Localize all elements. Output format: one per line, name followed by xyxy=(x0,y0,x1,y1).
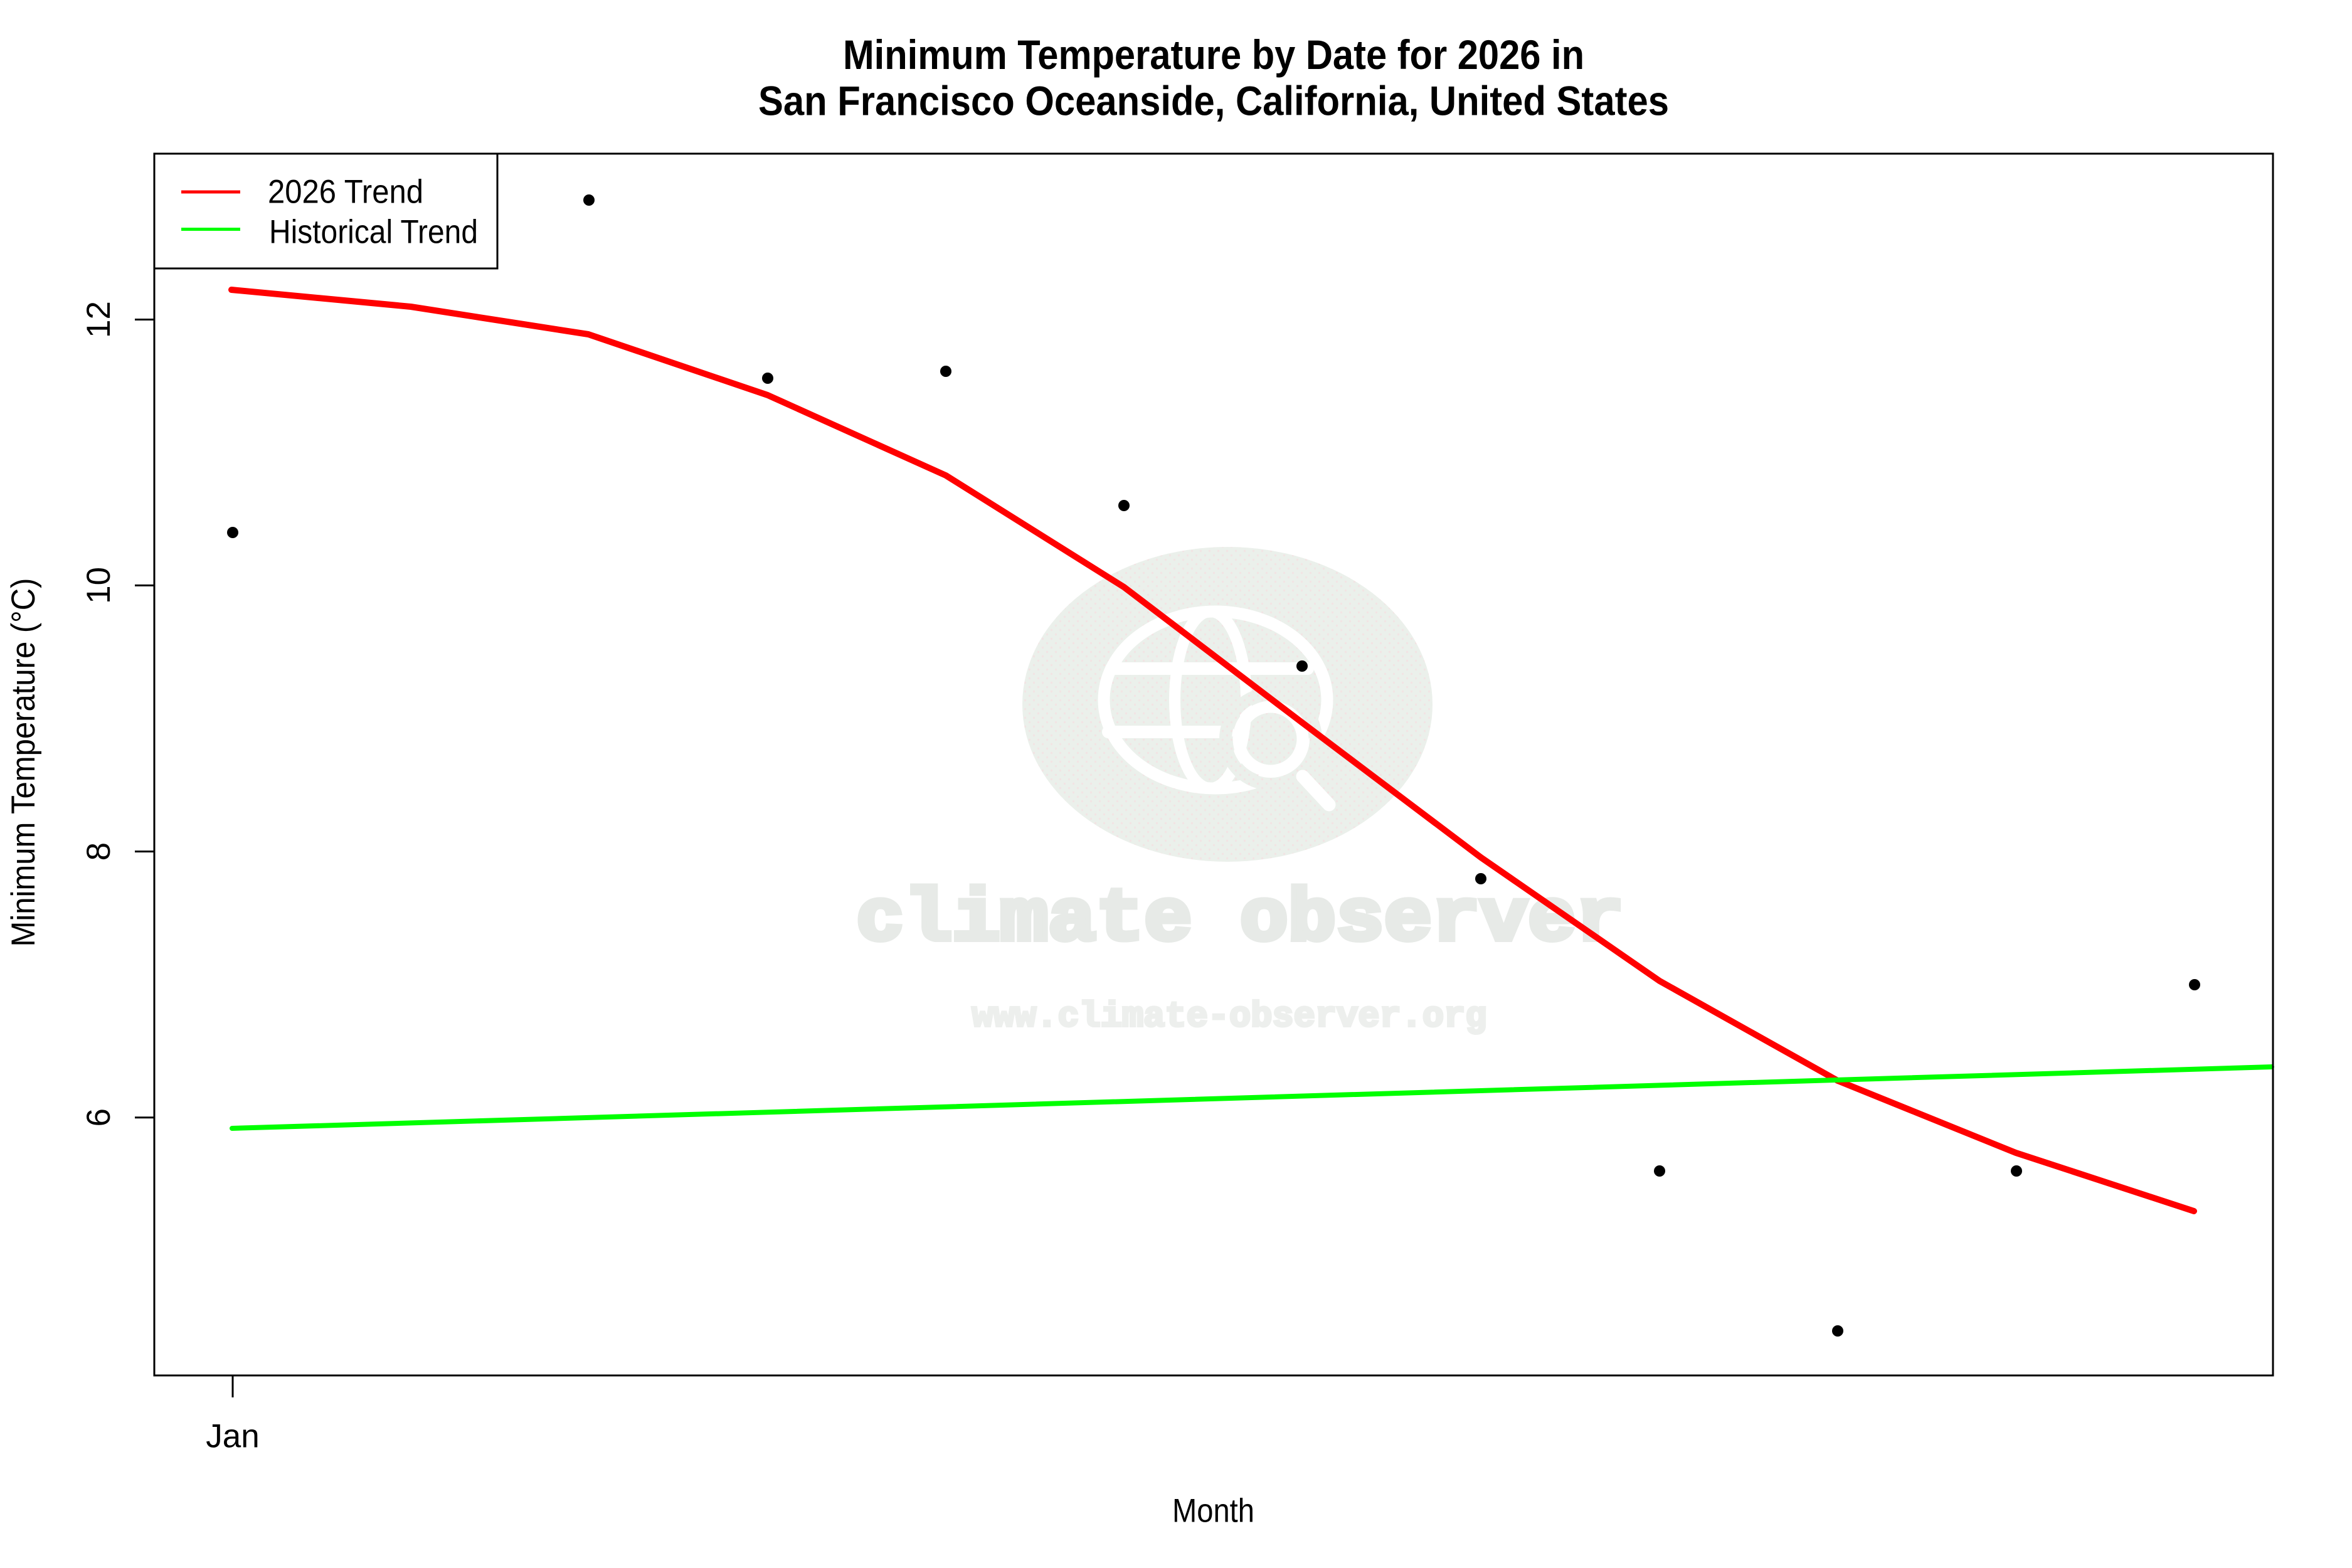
svg-text:Minimum Temperature by Date fo: Minimum Temperature by Date for 2026 in xyxy=(843,31,1584,78)
svg-text:Minimum Temperature (°C): Minimum Temperature (°C) xyxy=(5,578,42,947)
svg-text:Month: Month xyxy=(1172,1493,1254,1530)
svg-text:6: 6 xyxy=(80,1108,117,1126)
svg-text:10: 10 xyxy=(80,567,117,604)
svg-text:12: 12 xyxy=(80,301,117,338)
svg-text:2026 Trend: 2026 Trend xyxy=(268,174,423,211)
svg-text:San Francisco Oceanside, Calif: San Francisco Oceanside, California, Uni… xyxy=(758,77,1669,124)
svg-text:8: 8 xyxy=(80,842,117,861)
svg-text:climate observer: climate observer xyxy=(856,879,1624,962)
svg-text:www.climate-observer.org: www.climate-observer.org xyxy=(972,997,1487,1037)
svg-text:Jan: Jan xyxy=(206,1418,259,1455)
svg-text:Historical Trend: Historical Trend xyxy=(269,213,478,250)
